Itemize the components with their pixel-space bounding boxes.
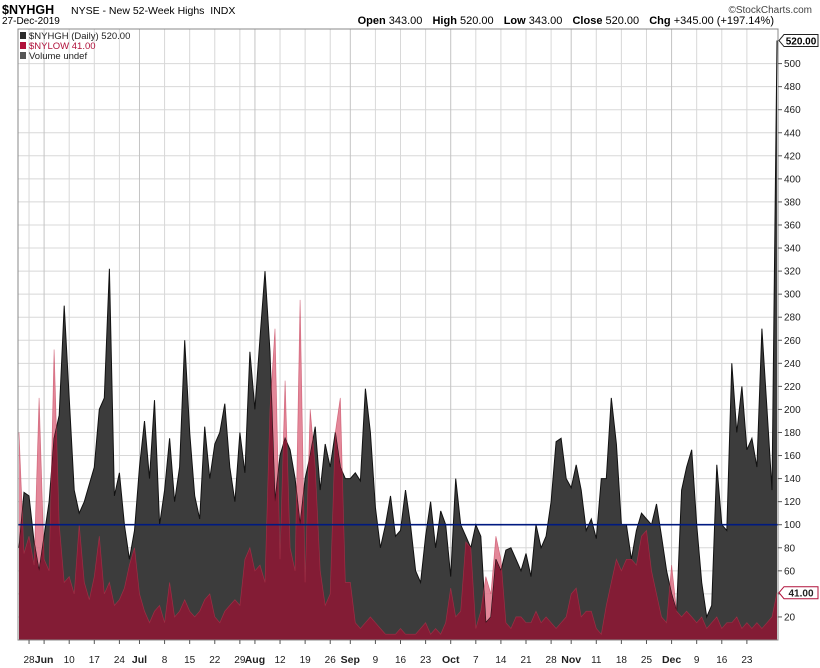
y-tick-label: 60 [784,566,796,577]
ohlc-readout: Open 343.00 High 520.00 Low 343.00 Close… [351,15,774,27]
legend: $NYHGH (Daily) 520.00$NYLOW 41.00Volume … [20,31,130,62]
x-tick-label: 26 [325,655,337,666]
y-tick-label: 140 [784,474,801,485]
y-tick-label: 280 [784,313,801,324]
y-tick-label: 460 [784,105,801,116]
x-tick-label: 19 [300,655,312,666]
legend-label: $NYHGH (Daily) 520.00 [29,31,130,42]
y-tick-label: 320 [784,267,801,278]
y-tick-label: 440 [784,128,801,139]
x-tick-label: Aug [245,654,265,666]
x-tick-label: 23 [420,655,432,666]
x-tick-label: 16 [395,655,407,666]
y-tick-label: 180 [784,428,801,439]
x-tick-label: 28 [23,655,35,666]
x-tick-label: 9 [694,655,700,666]
legend-swatch [20,42,26,49]
plot-border [17,28,779,641]
x-tick-label: Nov [561,654,581,666]
x-tick-label: 10 [64,655,76,666]
date-label: 27-Dec-2019 [2,16,60,27]
legend-swatch [20,32,26,39]
x-tick-label: 8 [162,655,168,666]
y-tick-label: 100 [784,520,801,531]
x-tick-label: 11 [591,655,602,666]
x-tick-label: 18 [616,655,628,666]
current-high-badge-box [778,34,819,48]
open-label: Open [357,15,386,27]
price-badges: 520.00 41.00 [778,34,819,600]
y-tick-label: 240 [784,359,801,370]
y-axis: 2040608010012014016018020022024026028030… [778,59,801,623]
x-tick-label: 15 [184,655,196,666]
current-high-badge-label: 520.00 [786,36,817,47]
nylow-line [18,299,778,635]
y-tick-label: 260 [784,336,801,347]
brand-label[interactable]: ©StockCharts.com [728,5,812,16]
chg-label: Chg [649,15,671,27]
x-axis: 28 Jun 10 17 24 Jul 8 15 22 29 Aug 12 19 26 Sep 9 16 23 Oc… [23,640,753,666]
plot-frame [17,28,779,641]
x-tick-label: 28 [546,655,558,666]
x-tick-label: 21 [520,655,532,666]
x-tick-label: 25 [641,655,653,666]
y-tick-label: 200 [784,405,801,416]
low-label: Low [503,15,526,27]
x-tick-label: 9 [373,655,379,666]
x-tick-label: 7 [473,655,479,666]
x-tick-label: 29 [234,655,246,666]
x-tick-label: 14 [495,655,507,666]
high-value: 520.00 [459,15,494,27]
series-areas [18,40,778,640]
description-text: NYSE - New 52-Week Highs [71,5,205,17]
chart-header: $NYHGH NYSE - New 52-Week Highs INDX ©St… [0,2,820,17]
y-tick-label: 420 [784,151,801,162]
open-value: 343.00 [388,15,423,27]
close-value: 520.00 [605,15,640,27]
y-tick-label: 360 [784,220,801,231]
chart-subheader: 27-Dec-2019 Open 343.00 High 520.00 Low … [0,15,820,28]
legend-label: $NYLOW 41.00 [29,41,96,52]
nyhgh-area [19,40,777,640]
nyhgh-line [18,40,778,624]
x-tick-label: 22 [209,655,221,666]
x-tick-label: Jun [35,654,54,666]
legend-swatch [20,52,26,59]
chg-value: +345.00 (+197.14%) [673,15,774,27]
legend-label: Volume undef [29,51,87,62]
index-tag: INDX [210,5,236,17]
close-label: Close [572,15,603,27]
nylow-area [19,299,777,640]
x-tick-label: 12 [274,655,286,666]
current-low-badge-box [778,586,819,600]
y-tick-label: 300 [784,290,801,301]
x-tick-label: 24 [114,655,126,666]
x-tick-label: Jul [132,654,147,666]
y-tick-label: 80 [784,543,796,554]
y-tick-label: 380 [784,197,801,208]
y-tick-label: 160 [784,451,801,462]
y-tick-label: 220 [784,382,801,393]
symbol-description: NYSE - New 52-Week Highs INDX [71,5,235,17]
y-tick-label: 340 [784,244,801,255]
low-value: 343.00 [528,15,563,27]
x-tick-label: 23 [741,655,753,666]
x-tick-label: 17 [89,655,101,666]
y-tick-label: 400 [784,174,801,185]
x-tick-label: Dec [662,654,681,666]
x-tick-label: Sep [341,654,360,666]
y-tick-label: 480 [784,82,801,93]
y-tick-label: 500 [784,59,801,70]
symbol-title: $NYHGH [2,3,55,17]
high-label: High [432,15,457,27]
y-tick-label: 120 [784,497,801,508]
current-low-badge-label: 41.00 [788,589,813,600]
x-tick-label: 16 [716,655,728,666]
y-tick-label: 20 [784,612,796,623]
x-tick-label: Oct [442,654,460,666]
